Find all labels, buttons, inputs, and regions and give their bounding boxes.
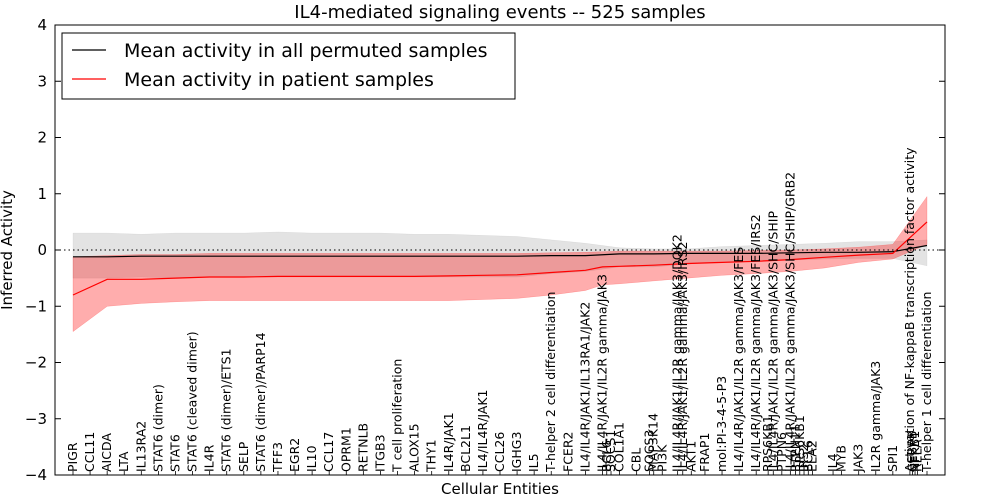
x-category-label: TFF3 (270, 442, 285, 473)
x-category-label: JAK3 (851, 444, 866, 473)
x-category-label: STAT6 (cleaved dimer) (185, 331, 200, 472)
x-category-label: BCL6 (800, 440, 815, 472)
line-series-1 (72, 221, 928, 296)
x-category-label: COL1A1 (612, 422, 627, 472)
x-category-label: IL4/IL4R/JAK1/IL2R gamma/JAK3/FES (731, 247, 746, 472)
x-category-label: AICDA (99, 433, 114, 472)
legend-label-patient: Mean activity in patient samples (124, 69, 434, 91)
x-category-label: ELA2 (805, 440, 820, 472)
legend-label-permuted: Mean activity in all permuted samples (124, 40, 487, 62)
x-category-label: NFKB1 (907, 431, 922, 472)
x-axis-label: Cellular Entities (441, 480, 559, 498)
x-axis-category-labels: PIGR CCL11 AICDA LTA IL13RA2 STAT6 (dimer) STA… (65, 147, 934, 475)
y-tick-label: 2 (37, 129, 47, 147)
x-category-label: MAP3K14 (646, 413, 661, 472)
x-category-label: IRS2 (796, 444, 811, 472)
x-category-label: mol:PI-3-4-5-P3 (714, 376, 729, 472)
y-tick-label: −4 (25, 466, 47, 484)
chart-title: IL4-mediated signaling events -- 525 sam… (294, 2, 705, 23)
x-category-label: SOCS1 (603, 430, 618, 472)
x-category-label: SPI1 (885, 445, 900, 472)
line-series-0 (73, 244, 928, 258)
x-category-label: AKT1 (683, 441, 698, 472)
x-category-label: T-helper 1 cell differentiation (919, 292, 934, 473)
x-category-label: PI3K (654, 444, 669, 472)
x-category-label: STAT6 (168, 434, 183, 472)
plot-frame (54, 24, 946, 476)
x-category-label: IL4/IL4R/JAK1/IL2R gamma/JAK3 (595, 274, 610, 472)
y-tick-label: 4 (37, 16, 47, 34)
x-category-label: CCL26 (492, 432, 507, 472)
x-category-label: STAT6 (dimer) (150, 384, 165, 472)
x-category-label: T cell proliferation (390, 359, 405, 473)
x-category-label: CBL (629, 448, 644, 472)
x-category-label: RPS6KB1 (792, 415, 807, 472)
x-category-label: RETNLB (355, 423, 370, 472)
x-category-label: EGR2 (287, 438, 302, 472)
x-category-label: BCL6 (599, 440, 614, 472)
x-category-label: PTPN6 (774, 432, 789, 472)
x-category-label: STAT6 (dimer)/ETS1 (219, 348, 234, 472)
y-axis-label: Inferred Activity (0, 190, 16, 310)
y-tick-label: 0 (37, 241, 47, 259)
x-category-label: IL4 (825, 453, 840, 472)
x-category-label: BCL2L1 (458, 425, 473, 472)
legend: Mean activity in all permuted samples Me… (61, 32, 516, 100)
y-tick-label: −3 (25, 410, 47, 428)
x-category-label: FRAP1 (697, 433, 712, 472)
x-category-label: STAT6 (dimer)/PARP14 (253, 332, 268, 472)
x-category-label: T-helper 2 cell differentiation (543, 292, 558, 473)
x-category-label: MYB (834, 445, 849, 472)
x-category-label: IL4/IL4R/JAK1 (475, 390, 490, 472)
x-category-label: IL4/IL4R/JAK1/IL13RA1/JAK2 (577, 302, 592, 472)
x-category-label: IL4/IL4R/JAK1/IL2R gamma/JAK3/IRS2 (675, 242, 690, 472)
confidence-bands (72, 195, 928, 333)
x-category-label: CCL11 (82, 432, 97, 472)
x-category-label: ITGB3 (372, 434, 387, 472)
band-series-1 (72, 195, 928, 333)
y-tick-label: 1 (37, 185, 47, 203)
x-category-label: IL4/IL4R/JAK1/IL2R gamma/JAK3/DOK2 (670, 234, 685, 472)
x-category-label: CCL17 (321, 432, 336, 472)
series-lines (72, 221, 928, 296)
x-category-label: SELP (236, 441, 251, 472)
x-category-label: FCER2 (560, 432, 575, 472)
y-axis-ticks: −4 −3 −2 −1 0 1 2 3 4 (25, 16, 945, 484)
x-category-label: IL4R/JAK1 (441, 412, 456, 472)
x-category-label: SOCS3 (642, 430, 657, 472)
x-category-label: IL4/IL4R/JAK1/IL2R gamma/JAK3/SHC/SHIP (765, 211, 780, 472)
y-tick-label: −1 (25, 297, 47, 315)
x-category-label: RELA (910, 439, 925, 472)
x-category-label: IL10 (304, 445, 319, 472)
x-category-label: LTA (116, 451, 131, 472)
x-category-label: Activation of NF-kappaB transcription fa… (902, 147, 917, 472)
x-category-label: IGHG3 (509, 432, 524, 472)
x-category-label: IL2R gamma/JAK3 (868, 361, 883, 472)
x-category-label: THY1 (424, 439, 439, 473)
x-category-label: IL4/IL4R/JAK1/IL2R gamma/JAK3/SHC/SHIP/G… (782, 172, 797, 472)
x-category-label: IL13RA2 (133, 421, 148, 472)
x-category-label: IL4R (202, 444, 217, 472)
x-category-label: PIGR (65, 442, 80, 472)
x-category-label: OPRM1 (338, 427, 353, 472)
x-category-label: RPS6KB1 (760, 415, 775, 472)
legend-box (61, 32, 516, 100)
x-category-label: PTPN11 (788, 424, 803, 472)
x-category-label: ALOX15 (407, 423, 422, 472)
x-category-label: IL5 (526, 453, 541, 472)
x-category-label: IL4/IL4R/JAK1/IL2R gamma/JAK3/FES/IRS2 (748, 214, 763, 472)
x-category-label: CEBPB (905, 431, 920, 472)
y-tick-label: −2 (25, 354, 47, 372)
y-tick-label: 3 (37, 72, 47, 90)
